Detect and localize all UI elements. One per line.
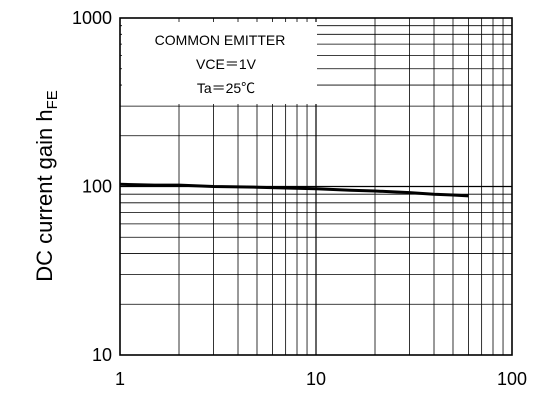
annotation-line-2: VCE＝1V: [196, 56, 257, 72]
annotation-line-1: COMMON EMITTER: [155, 32, 286, 48]
annotation-box: COMMON EMITTER VCE＝1V Ta＝25℃: [122, 22, 317, 104]
x-tick-label: 100: [497, 369, 527, 389]
series-layer: [119, 182, 469, 198]
y-axis-label: DC current gain hFE: [32, 90, 61, 282]
plot-frame: [119, 17, 513, 356]
y-tick-label: 1000: [72, 8, 112, 28]
x-tick-label: 1: [115, 369, 125, 389]
y-tick-label: 10: [92, 345, 112, 365]
y-tick-label: 100: [82, 177, 112, 197]
y-axis-label-subscript: FE: [44, 90, 61, 109]
annotation-line-3: Ta＝25℃: [197, 80, 255, 96]
annotation-background: [122, 22, 317, 104]
y-axis-label-main: DC current gain h: [32, 109, 57, 281]
x-tick-label: 10: [306, 369, 326, 389]
